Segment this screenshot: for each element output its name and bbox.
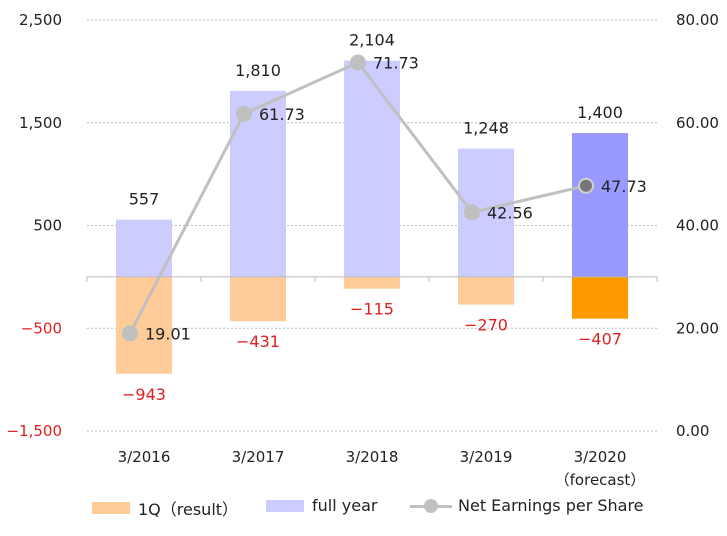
data-label-full-year: 1,810	[235, 61, 281, 80]
left-axis-tick-label: 1,500	[19, 114, 62, 132]
right-axis-tick-label: 40.00	[676, 217, 719, 235]
data-label-full-year: 557	[129, 190, 160, 209]
bar-1q	[458, 276, 514, 305]
right-axis-tick-label: 20.00	[676, 319, 719, 337]
bar-full-year	[344, 60, 400, 277]
bar-1q	[344, 276, 400, 289]
bar-1q	[230, 276, 286, 322]
data-label-1q: −431	[236, 332, 280, 351]
left-axis-tick-label: −1,500	[6, 422, 62, 440]
right-axis-tick-label: 0.00	[676, 422, 709, 440]
data-label-1q: −407	[578, 330, 622, 349]
data-label-eps: 47.73	[601, 177, 647, 196]
eps-marker	[236, 105, 252, 122]
chart-plot: −1,500 −500 500 1,500 2,500 0.00 20.00 40.00 60.…	[6, 11, 719, 489]
eps-marker	[350, 54, 366, 71]
legend-item-eps: Net Earnings per Share	[410, 496, 644, 515]
data-label-full-year: 1,400	[577, 103, 623, 122]
data-label-eps: 19.01	[145, 324, 191, 343]
data-label-1q: −115	[350, 300, 394, 319]
eps-marker	[464, 204, 480, 221]
eps-marker	[122, 325, 138, 342]
data-label-eps: 61.73	[259, 105, 305, 124]
legend-swatch-1q	[92, 502, 130, 514]
category-label: 3/2019	[460, 448, 513, 466]
bar-full-year	[572, 133, 628, 277]
category-label: 3/2017	[232, 448, 285, 466]
data-label-eps: 42.56	[487, 203, 533, 222]
category-label: 3/2016	[118, 448, 171, 466]
left-axis-tick-label: 2,500	[19, 11, 62, 29]
legend-label-full-year: full year	[312, 496, 378, 515]
right-axis-tick-label: 80.00	[676, 11, 719, 29]
bar-1q	[572, 276, 628, 319]
category-label: 3/2020	[574, 448, 627, 466]
legend-item-full-year: full year	[266, 496, 377, 515]
legend-swatch-eps	[410, 498, 452, 513]
data-label-full-year: 2,104	[349, 31, 395, 50]
data-label-full-year: 1,248	[463, 119, 509, 138]
legend-label-1q: 1Q（result）	[138, 500, 239, 519]
category-label: 3/2018	[346, 448, 399, 466]
category-sublabel: （forecast）	[555, 471, 646, 489]
data-label-1q: −943	[122, 385, 166, 404]
data-label-eps: 71.73	[373, 53, 419, 72]
data-label-1q: −270	[464, 316, 508, 335]
right-axis-tick-label: 60.00	[676, 114, 719, 132]
legend-label-eps: Net Earnings per Share	[458, 496, 644, 515]
bar-1q	[116, 276, 172, 374]
legend-swatch-full-year	[266, 499, 304, 512]
legend-item-1q: 1Q（result）	[92, 496, 238, 520]
eps-marker	[578, 177, 594, 194]
left-axis-tick-label: −500	[21, 319, 62, 337]
left-axis-tick-label: 500	[33, 217, 62, 235]
legend: 1Q（result） full year Net Earnings per Sh…	[0, 496, 727, 526]
